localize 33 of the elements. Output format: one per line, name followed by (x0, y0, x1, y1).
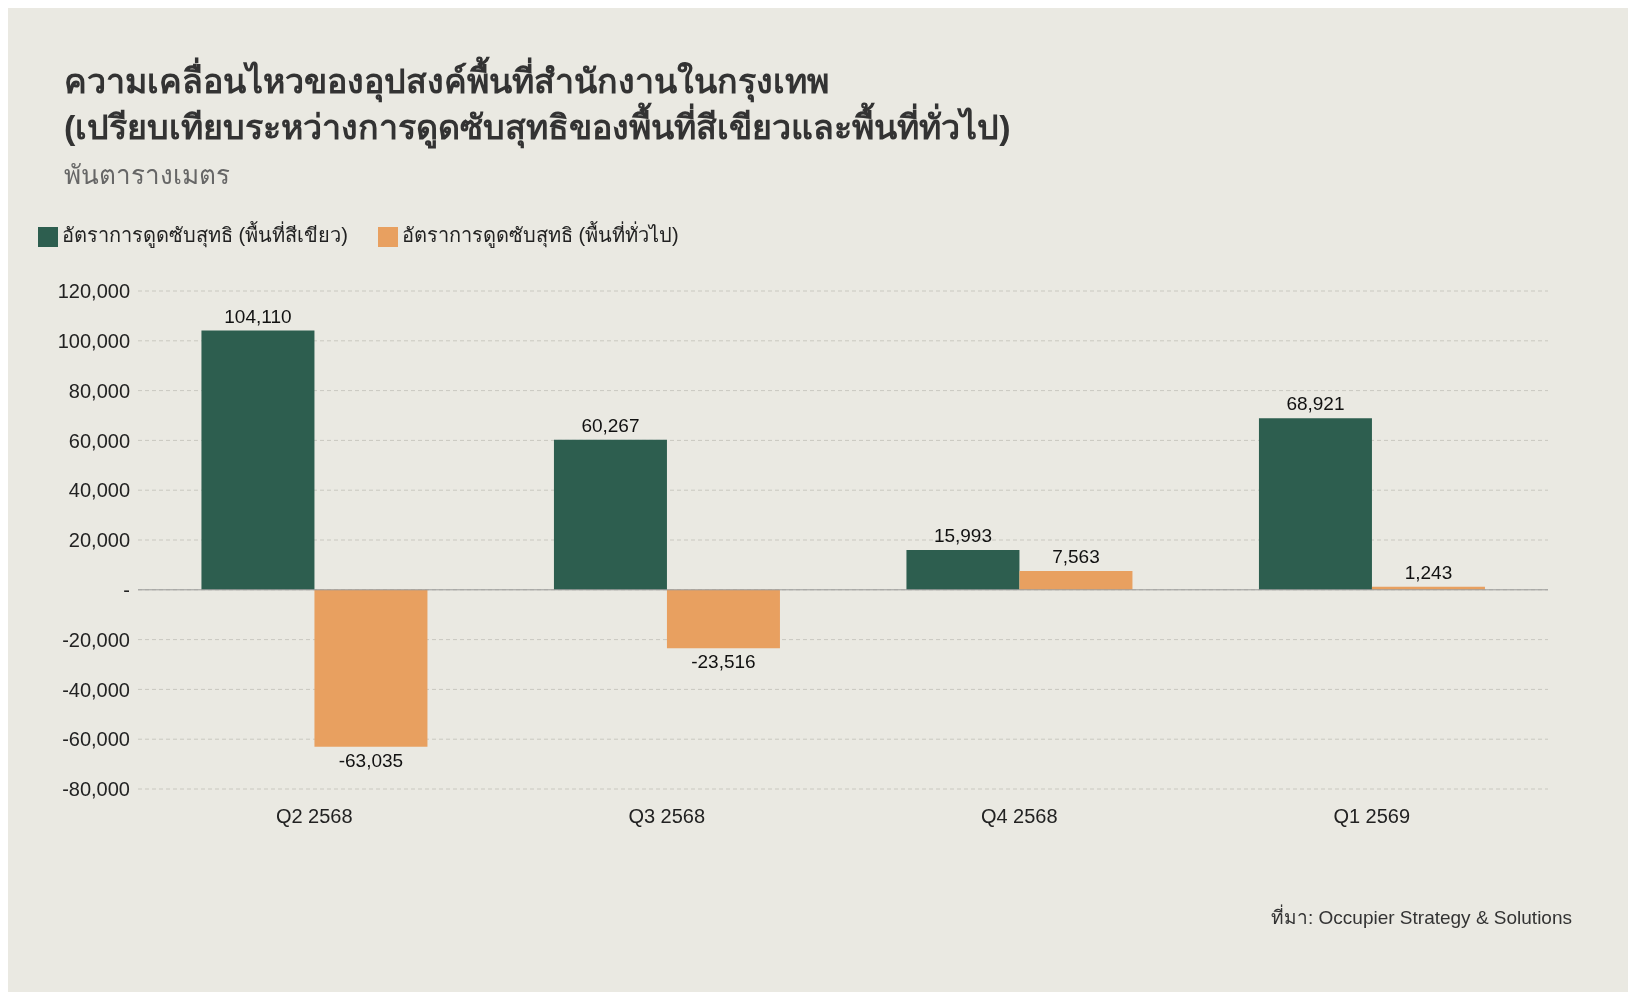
y-tick-label: 20,000 (68, 529, 130, 552)
data-label: 60,267 (581, 414, 640, 436)
bar (553, 439, 667, 590)
chart-title: ความเคลื่อนไหวของอุปสงค์พื้นที่สำนักงานในกรุงเทพ (เปรียบเทียบระหว่างการดูดซับสุทธิของพื้นที่สีเขียวและพื้นที่ทั่วไป) (64, 58, 1012, 150)
y-tick-label: -80,000 (62, 778, 130, 801)
data-label: 68,921 (1286, 393, 1345, 415)
y-tick-label: -20,000 (62, 628, 130, 651)
bar (314, 589, 428, 747)
y-tick-label: 60,000 (68, 429, 130, 452)
y-tick-label: 40,000 (68, 479, 130, 502)
data-label: 1,243 (1404, 561, 1453, 583)
x-tick-label: Q3 2568 (628, 805, 706, 828)
x-tick-label: Q2 2568 (275, 805, 353, 828)
bar (201, 330, 315, 590)
y-tick-label: 100,000 (57, 329, 130, 352)
text: ที่มา: Occupier Strategy & Solutions (1270, 903, 1572, 930)
y-tick-label: 120,000 (57, 280, 130, 303)
y-tick-label: -40,000 (62, 678, 130, 701)
data-label: 104,110 (224, 305, 292, 327)
chart-subtitle: พันตารางเมตร (64, 159, 231, 192)
bar (906, 549, 1020, 590)
data-label: 7,563 (1052, 545, 1100, 567)
y-tick-label: -60,000 (62, 728, 130, 751)
x-tick-label: Q4 2568 (980, 805, 1058, 828)
bar (666, 589, 780, 649)
y-tick-label: - (123, 578, 130, 601)
data-label: -63,035 (338, 749, 404, 771)
x-tick-label: Q1 2569 (1333, 805, 1411, 828)
bar (1019, 570, 1133, 590)
bar (1258, 418, 1372, 590)
data-label: -23,516 (691, 651, 756, 673)
data-label: 15,993 (933, 524, 993, 546)
y-tick-label: 80,000 (68, 379, 130, 402)
